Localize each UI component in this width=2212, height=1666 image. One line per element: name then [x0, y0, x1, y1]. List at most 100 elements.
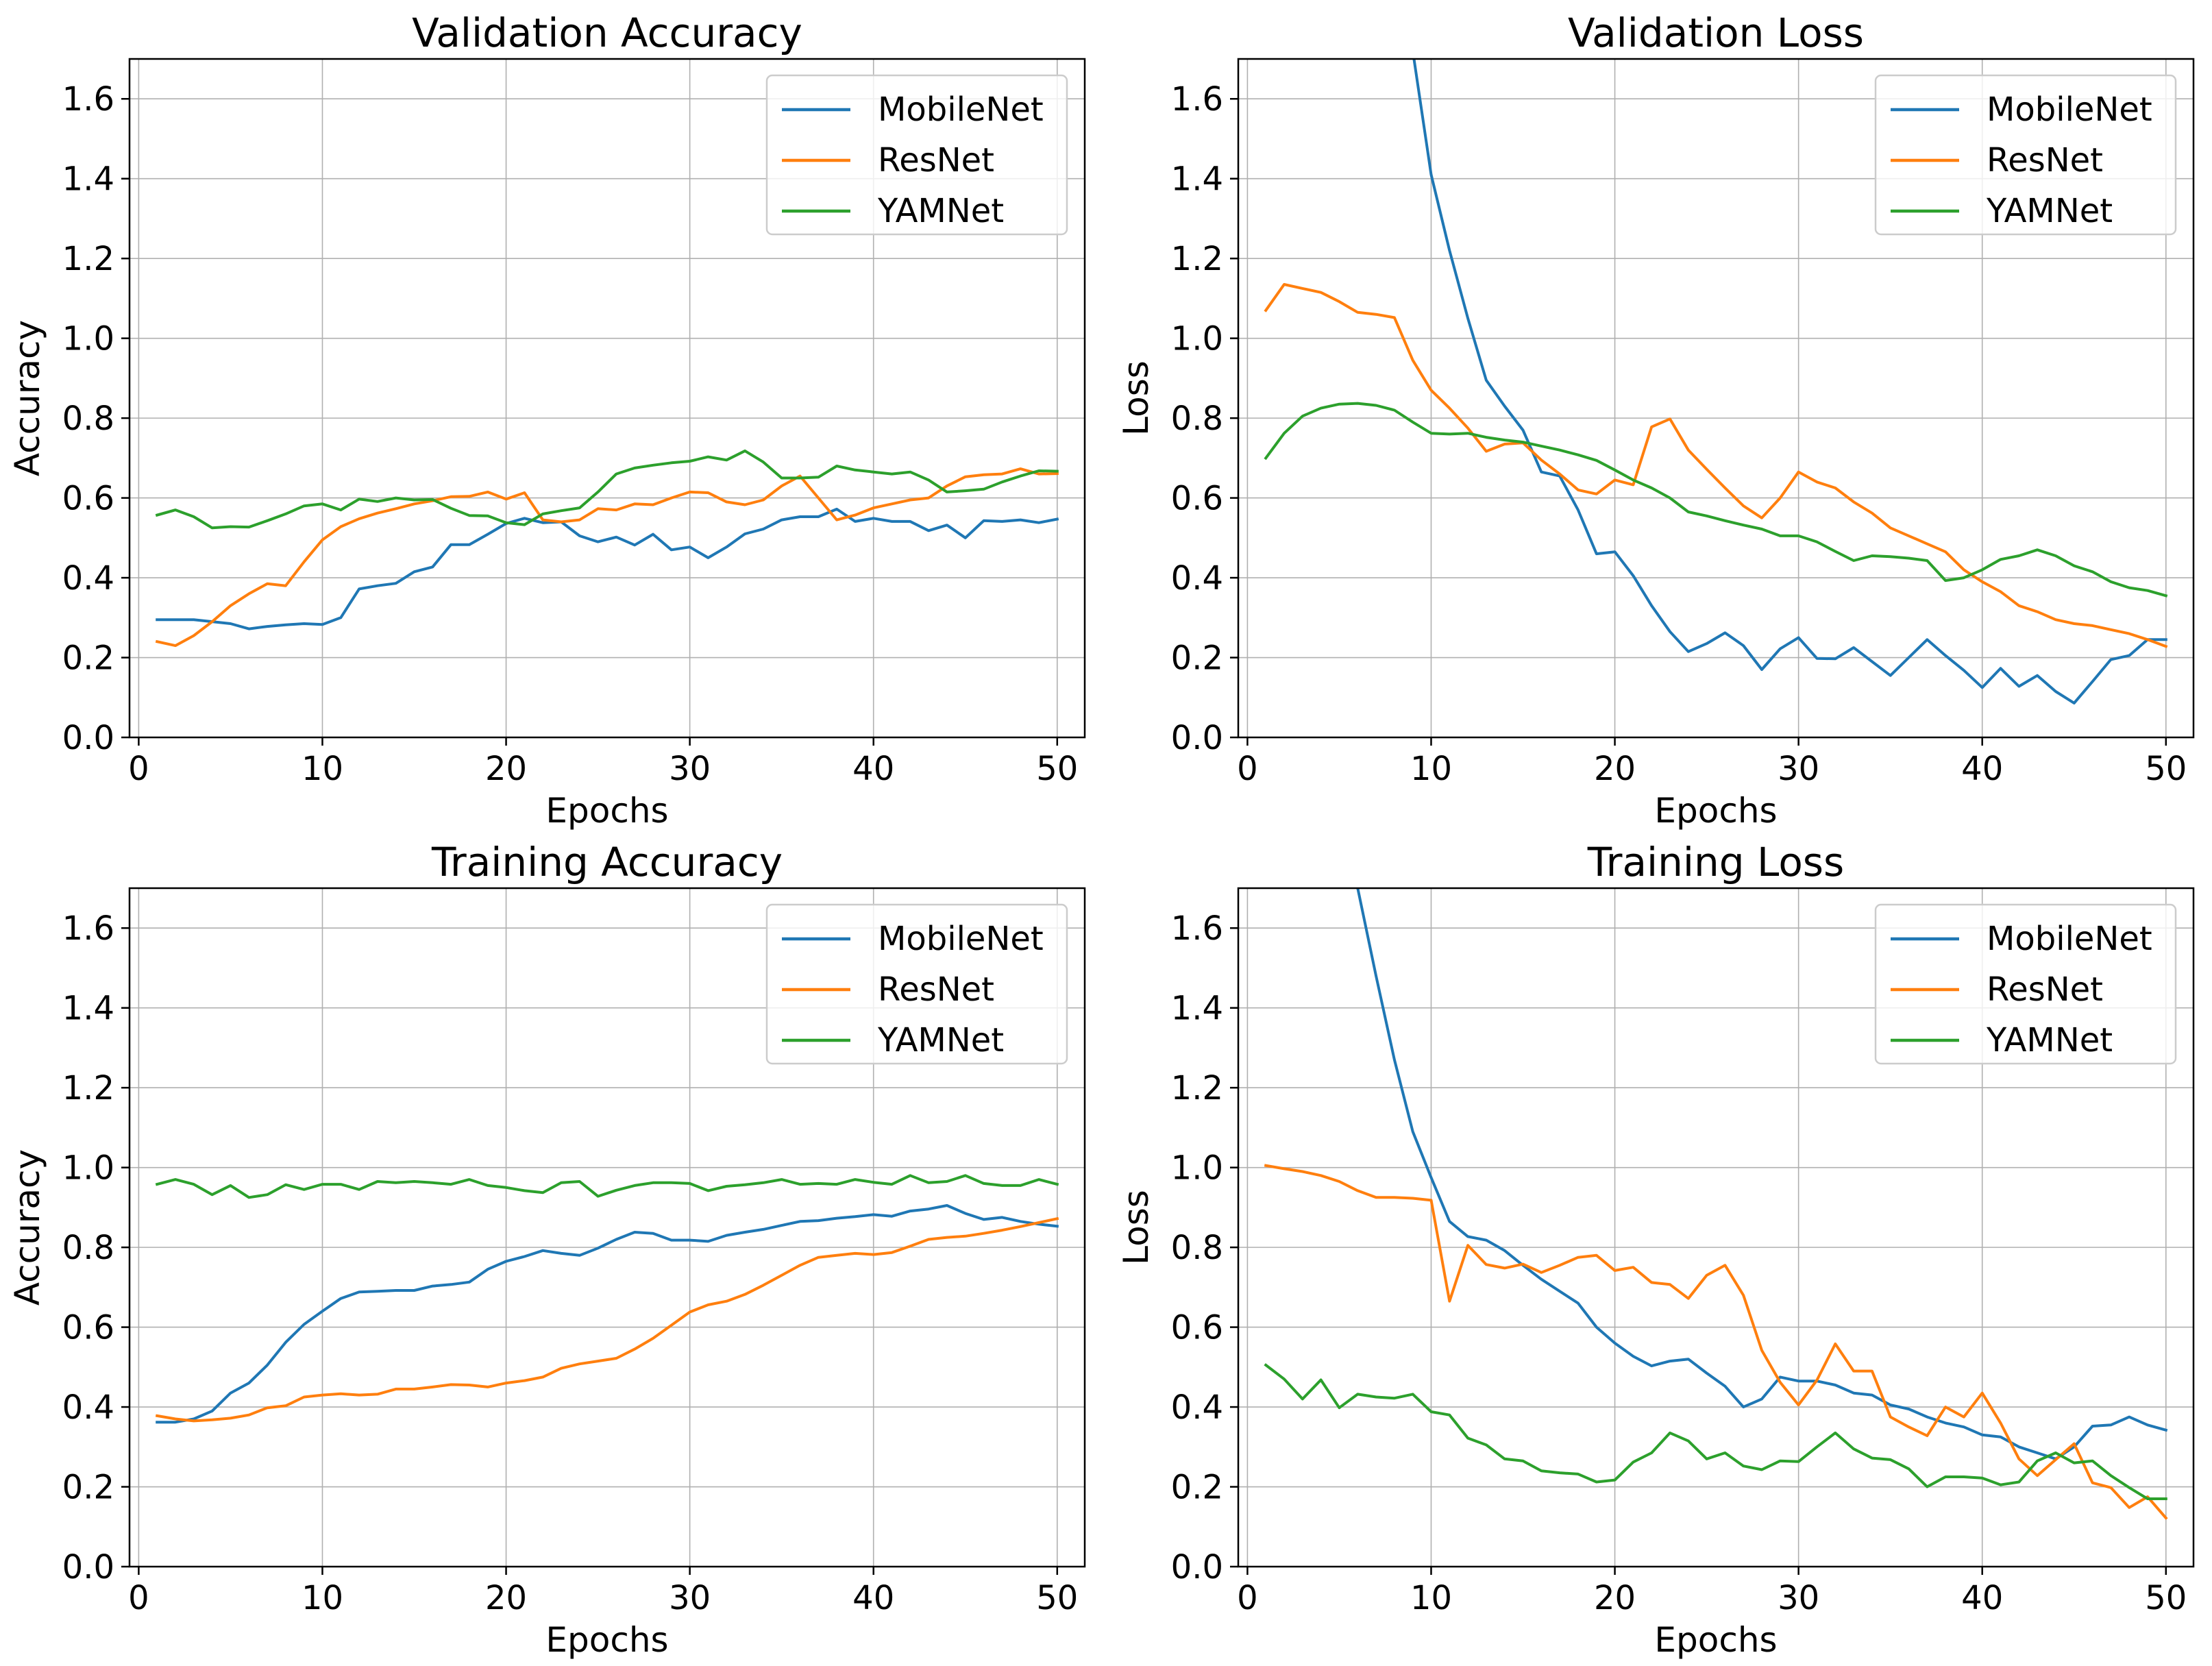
- series-line-resnet: [1264, 1164, 2168, 1520]
- legend-box: [765, 74, 1068, 236]
- y-tick-label: 1.4: [1171, 160, 1223, 199]
- y-tick-label: 0.8: [62, 400, 114, 438]
- legend-box: [765, 903, 1068, 1065]
- axes-frame: [1237, 887, 2195, 1568]
- y-tick-label: 1.2: [62, 240, 114, 278]
- validation-accuracy-series-group: [155, 449, 1059, 648]
- legend: MobileNet ResNet YAMNet: [765, 74, 1068, 236]
- training-loss-series-group: [1264, 888, 2168, 1520]
- y-axis-label: Loss: [1116, 1190, 1156, 1265]
- x-tick-label: 50: [2145, 750, 2187, 788]
- y-tick-label: 1.2: [1171, 1069, 1223, 1107]
- x-axis-label: Epochs: [1654, 1620, 1777, 1660]
- x-tick-label: 0: [1237, 1579, 1258, 1617]
- x-tick-label: 0: [128, 1579, 149, 1617]
- x-tick-label: 40: [852, 1579, 894, 1617]
- y-tick-label: 1.4: [62, 160, 114, 199]
- series-line-yamnet: [1264, 402, 2168, 598]
- x-tick-label: 50: [2145, 1579, 2187, 1617]
- y-tick-label: 1.4: [62, 990, 114, 1028]
- legend-label-resnet: ResNet: [1987, 970, 2103, 1009]
- x-axis-label: Epochs: [1654, 791, 1777, 831]
- x-tick-label: 30: [669, 750, 711, 788]
- legend-label-yamnet: YAMNet: [1986, 192, 2113, 230]
- y-tick-label: 0.4: [62, 559, 114, 598]
- legend-label-mobilenet: MobileNet: [1987, 920, 2152, 958]
- y-tick-label: 0.8: [62, 1229, 114, 1267]
- y-tick-label: 1.2: [62, 1069, 114, 1107]
- x-tick-label: 10: [302, 1579, 343, 1617]
- y-axis-label: Loss: [1116, 360, 1156, 436]
- y-tick-label: 0.8: [1171, 400, 1223, 438]
- y-tick-label: 0.2: [1171, 639, 1223, 678]
- validation-loss-chart: 0 10 20 30 40 50 0.0 0.2 0.4 0.6 0.8 1.0 1.2 1.4 1.6 Va…: [1116, 10, 2195, 831]
- legend-box: [1874, 903, 2177, 1065]
- legend: MobileNet ResNet YAMNet: [1874, 74, 2177, 236]
- y-tick-label: 0.4: [62, 1388, 114, 1427]
- legend-label-mobilenet: MobileNet: [878, 920, 1044, 958]
- legend-label-yamnet: YAMNet: [877, 1021, 1004, 1059]
- y-tick-label: 1.0: [62, 320, 114, 358]
- x-tick-label: 0: [1237, 750, 1258, 788]
- x-tick-label: 0: [128, 750, 149, 788]
- x-axis-label: Epochs: [545, 1620, 668, 1660]
- y-tick-label: 0.0: [62, 719, 114, 757]
- x-tick-label: 30: [1778, 1579, 1819, 1617]
- training-accuracy-series-group: [155, 1174, 1059, 1424]
- y-tick-label: 0.0: [1171, 719, 1223, 757]
- y-tick-label: 0.2: [62, 639, 114, 678]
- chart-title: Validation Loss: [1568, 10, 1864, 56]
- x-tick-label: 40: [852, 750, 894, 788]
- x-tick-label: 10: [1410, 1579, 1452, 1617]
- chart-title: Training Accuracy: [431, 839, 783, 885]
- y-tick-label: 0.4: [1171, 1388, 1223, 1427]
- x-tick-label: 30: [1778, 750, 1819, 788]
- series-line-resnet: [155, 467, 1059, 648]
- legend-label-yamnet: YAMNet: [877, 192, 1004, 230]
- legend-box: [1874, 74, 2177, 236]
- y-tick-label: 1.0: [62, 1149, 114, 1188]
- y-tick-label: 0.6: [62, 1309, 114, 1347]
- axes-frame: [128, 58, 1086, 739]
- series-line-yamnet: [155, 1174, 1059, 1199]
- y-tick-label: 1.0: [1171, 1149, 1223, 1188]
- x-tick-label: 20: [1594, 750, 1636, 788]
- x-tick-label: 50: [1036, 750, 1078, 788]
- series-line-mobilenet: [156, 507, 1059, 630]
- y-tick-label: 0.2: [1171, 1469, 1223, 1507]
- legend-label-mobilenet: MobileNet: [1987, 90, 2152, 129]
- y-tick-label: 0.0: [62, 1548, 114, 1587]
- legend: MobileNet ResNet YAMNet: [765, 903, 1068, 1065]
- series-line-yamnet: [1264, 1363, 2167, 1500]
- x-tick-label: 10: [302, 750, 343, 788]
- series-line-mobilenet: [1356, 888, 2168, 1460]
- series-line-mobilenet: [156, 1204, 1059, 1424]
- y-tick-label: 1.4: [1171, 990, 1223, 1028]
- x-tick-label: 10: [1410, 750, 1452, 788]
- axes-frame: [128, 887, 1086, 1568]
- legend-label-yamnet: YAMNet: [1986, 1021, 2113, 1059]
- legend-label-resnet: ResNet: [878, 141, 994, 180]
- x-tick-label: 40: [1961, 750, 2003, 788]
- validation-loss-series-group: [1264, 59, 2168, 705]
- training-accuracy-chart: 0 10 20 30 40 50 0.0 0.2 0.4 0.6 0.8 1.0 1.2 1.4 1.6 Tr…: [8, 839, 1086, 1660]
- series-line-resnet: [1264, 283, 2168, 648]
- y-tick-label: 1.6: [1171, 909, 1223, 948]
- legend-label-resnet: ResNet: [878, 970, 994, 1009]
- y-tick-label: 0.6: [1171, 1309, 1223, 1347]
- y-axis-label: Accuracy: [8, 320, 47, 476]
- legend-label-resnet: ResNet: [1987, 141, 2103, 180]
- y-tick-label: 0.6: [62, 480, 114, 518]
- y-tick-label: 1.6: [62, 909, 114, 948]
- series-line-yamnet: [155, 449, 1059, 530]
- y-tick-label: 0.8: [1171, 1229, 1223, 1267]
- y-tick-label: 1.0: [1171, 320, 1223, 358]
- x-tick-label: 30: [669, 1579, 711, 1617]
- x-tick-label: 20: [485, 1579, 527, 1617]
- x-tick-label: 20: [1594, 1579, 1636, 1617]
- y-tick-label: 0.6: [1171, 480, 1223, 518]
- chart-title: Validation Accuracy: [412, 10, 802, 56]
- y-tick-label: 1.2: [1171, 240, 1223, 278]
- y-tick-label: 1.6: [1171, 80, 1223, 119]
